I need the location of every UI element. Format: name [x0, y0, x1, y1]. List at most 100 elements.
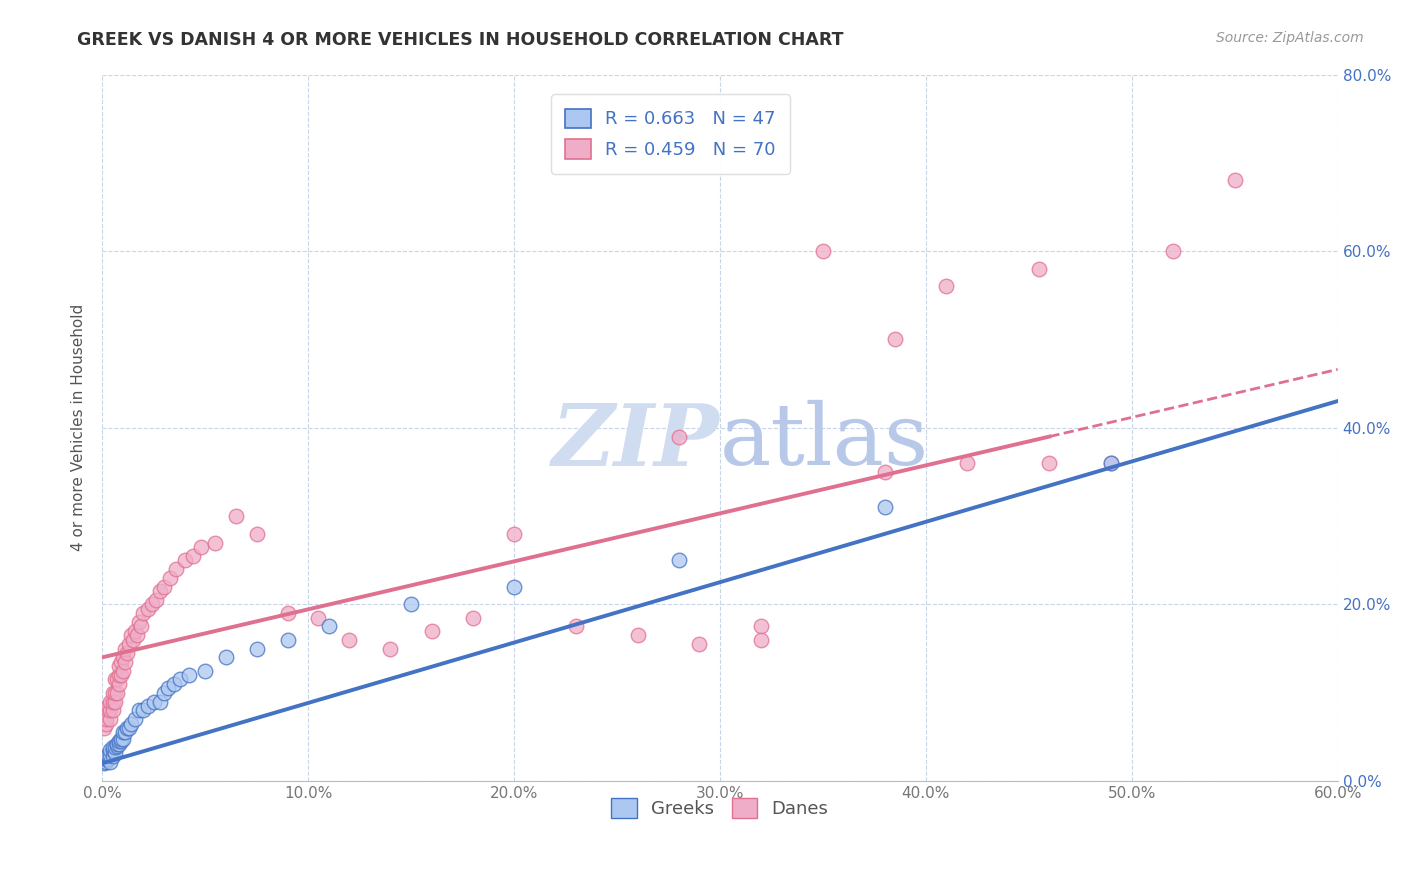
Point — [873, 500, 896, 515]
Point — [97, 698, 120, 713]
Point — [276, 632, 298, 647]
Point — [132, 703, 155, 717]
Point — [749, 632, 772, 647]
Text: atlas: atlas — [720, 401, 929, 483]
Legend: Greeks, Danes: Greeks, Danes — [605, 790, 835, 825]
Text: GREEK VS DANISH 4 OR MORE VEHICLES IN HOUSEHOLD CORRELATION CHART: GREEK VS DANISH 4 OR MORE VEHICLES IN HO… — [77, 31, 844, 49]
Text: ZIP: ZIP — [553, 401, 720, 483]
Point — [169, 673, 191, 687]
Point — [153, 686, 176, 700]
Point — [107, 734, 129, 748]
Point — [97, 752, 120, 766]
Point — [107, 677, 129, 691]
Point — [215, 650, 238, 665]
Point — [1028, 261, 1050, 276]
Point — [103, 746, 125, 760]
Point — [204, 535, 226, 549]
Point — [107, 668, 129, 682]
Point — [163, 677, 186, 691]
Point — [110, 668, 132, 682]
Point — [115, 646, 138, 660]
Point — [225, 509, 247, 524]
Point — [96, 712, 118, 726]
Point — [128, 703, 150, 717]
Point — [935, 279, 957, 293]
Point — [101, 686, 124, 700]
Point — [101, 749, 124, 764]
Point — [1161, 244, 1184, 259]
Point — [105, 686, 128, 700]
Point — [105, 739, 128, 753]
Point — [111, 664, 134, 678]
Point — [107, 659, 129, 673]
Point — [101, 703, 124, 717]
Point — [461, 610, 484, 624]
Point — [111, 731, 134, 746]
Point — [688, 637, 710, 651]
Point — [142, 694, 165, 708]
Point — [105, 673, 128, 687]
Point — [100, 712, 122, 726]
Point — [276, 606, 298, 620]
Point — [873, 465, 896, 479]
Point — [101, 743, 124, 757]
Point — [127, 628, 149, 642]
Point — [100, 755, 122, 769]
Point — [668, 553, 690, 567]
Point — [100, 747, 122, 762]
Point — [118, 721, 141, 735]
Point — [749, 619, 772, 633]
Point — [120, 628, 142, 642]
Point — [103, 673, 125, 687]
Point — [503, 580, 526, 594]
Point — [96, 752, 118, 766]
Point — [120, 716, 142, 731]
Point — [111, 650, 134, 665]
Point — [93, 756, 115, 771]
Point — [318, 619, 340, 633]
Point — [177, 668, 200, 682]
Point — [149, 694, 172, 708]
Point — [307, 610, 329, 624]
Point — [110, 731, 132, 746]
Point — [956, 456, 979, 470]
Text: Source: ZipAtlas.com: Source: ZipAtlas.com — [1216, 31, 1364, 45]
Point — [110, 734, 132, 748]
Point — [122, 632, 145, 647]
Point — [105, 737, 128, 751]
Point — [246, 526, 269, 541]
Point — [97, 749, 120, 764]
Point — [97, 703, 120, 717]
Point — [124, 624, 146, 638]
Point — [420, 624, 443, 638]
Point — [115, 721, 138, 735]
Point — [141, 598, 163, 612]
Point — [96, 716, 118, 731]
Point — [173, 553, 195, 567]
Point — [118, 637, 141, 651]
Point — [131, 619, 153, 633]
Point — [114, 641, 136, 656]
Point — [145, 593, 167, 607]
Point — [149, 584, 172, 599]
Point — [103, 740, 125, 755]
Point — [190, 540, 212, 554]
Point — [100, 703, 122, 717]
Point — [96, 755, 118, 769]
Point — [128, 615, 150, 629]
Point — [337, 632, 360, 647]
Point — [136, 602, 159, 616]
Point — [157, 681, 180, 696]
Point — [100, 694, 122, 708]
Point — [1223, 173, 1246, 187]
Point — [100, 743, 122, 757]
Point — [1099, 456, 1122, 470]
Point — [101, 740, 124, 755]
Point — [136, 698, 159, 713]
Point — [399, 598, 422, 612]
Point — [626, 628, 648, 642]
Point — [246, 641, 269, 656]
Point — [668, 429, 690, 443]
Point — [1038, 456, 1060, 470]
Point — [159, 571, 181, 585]
